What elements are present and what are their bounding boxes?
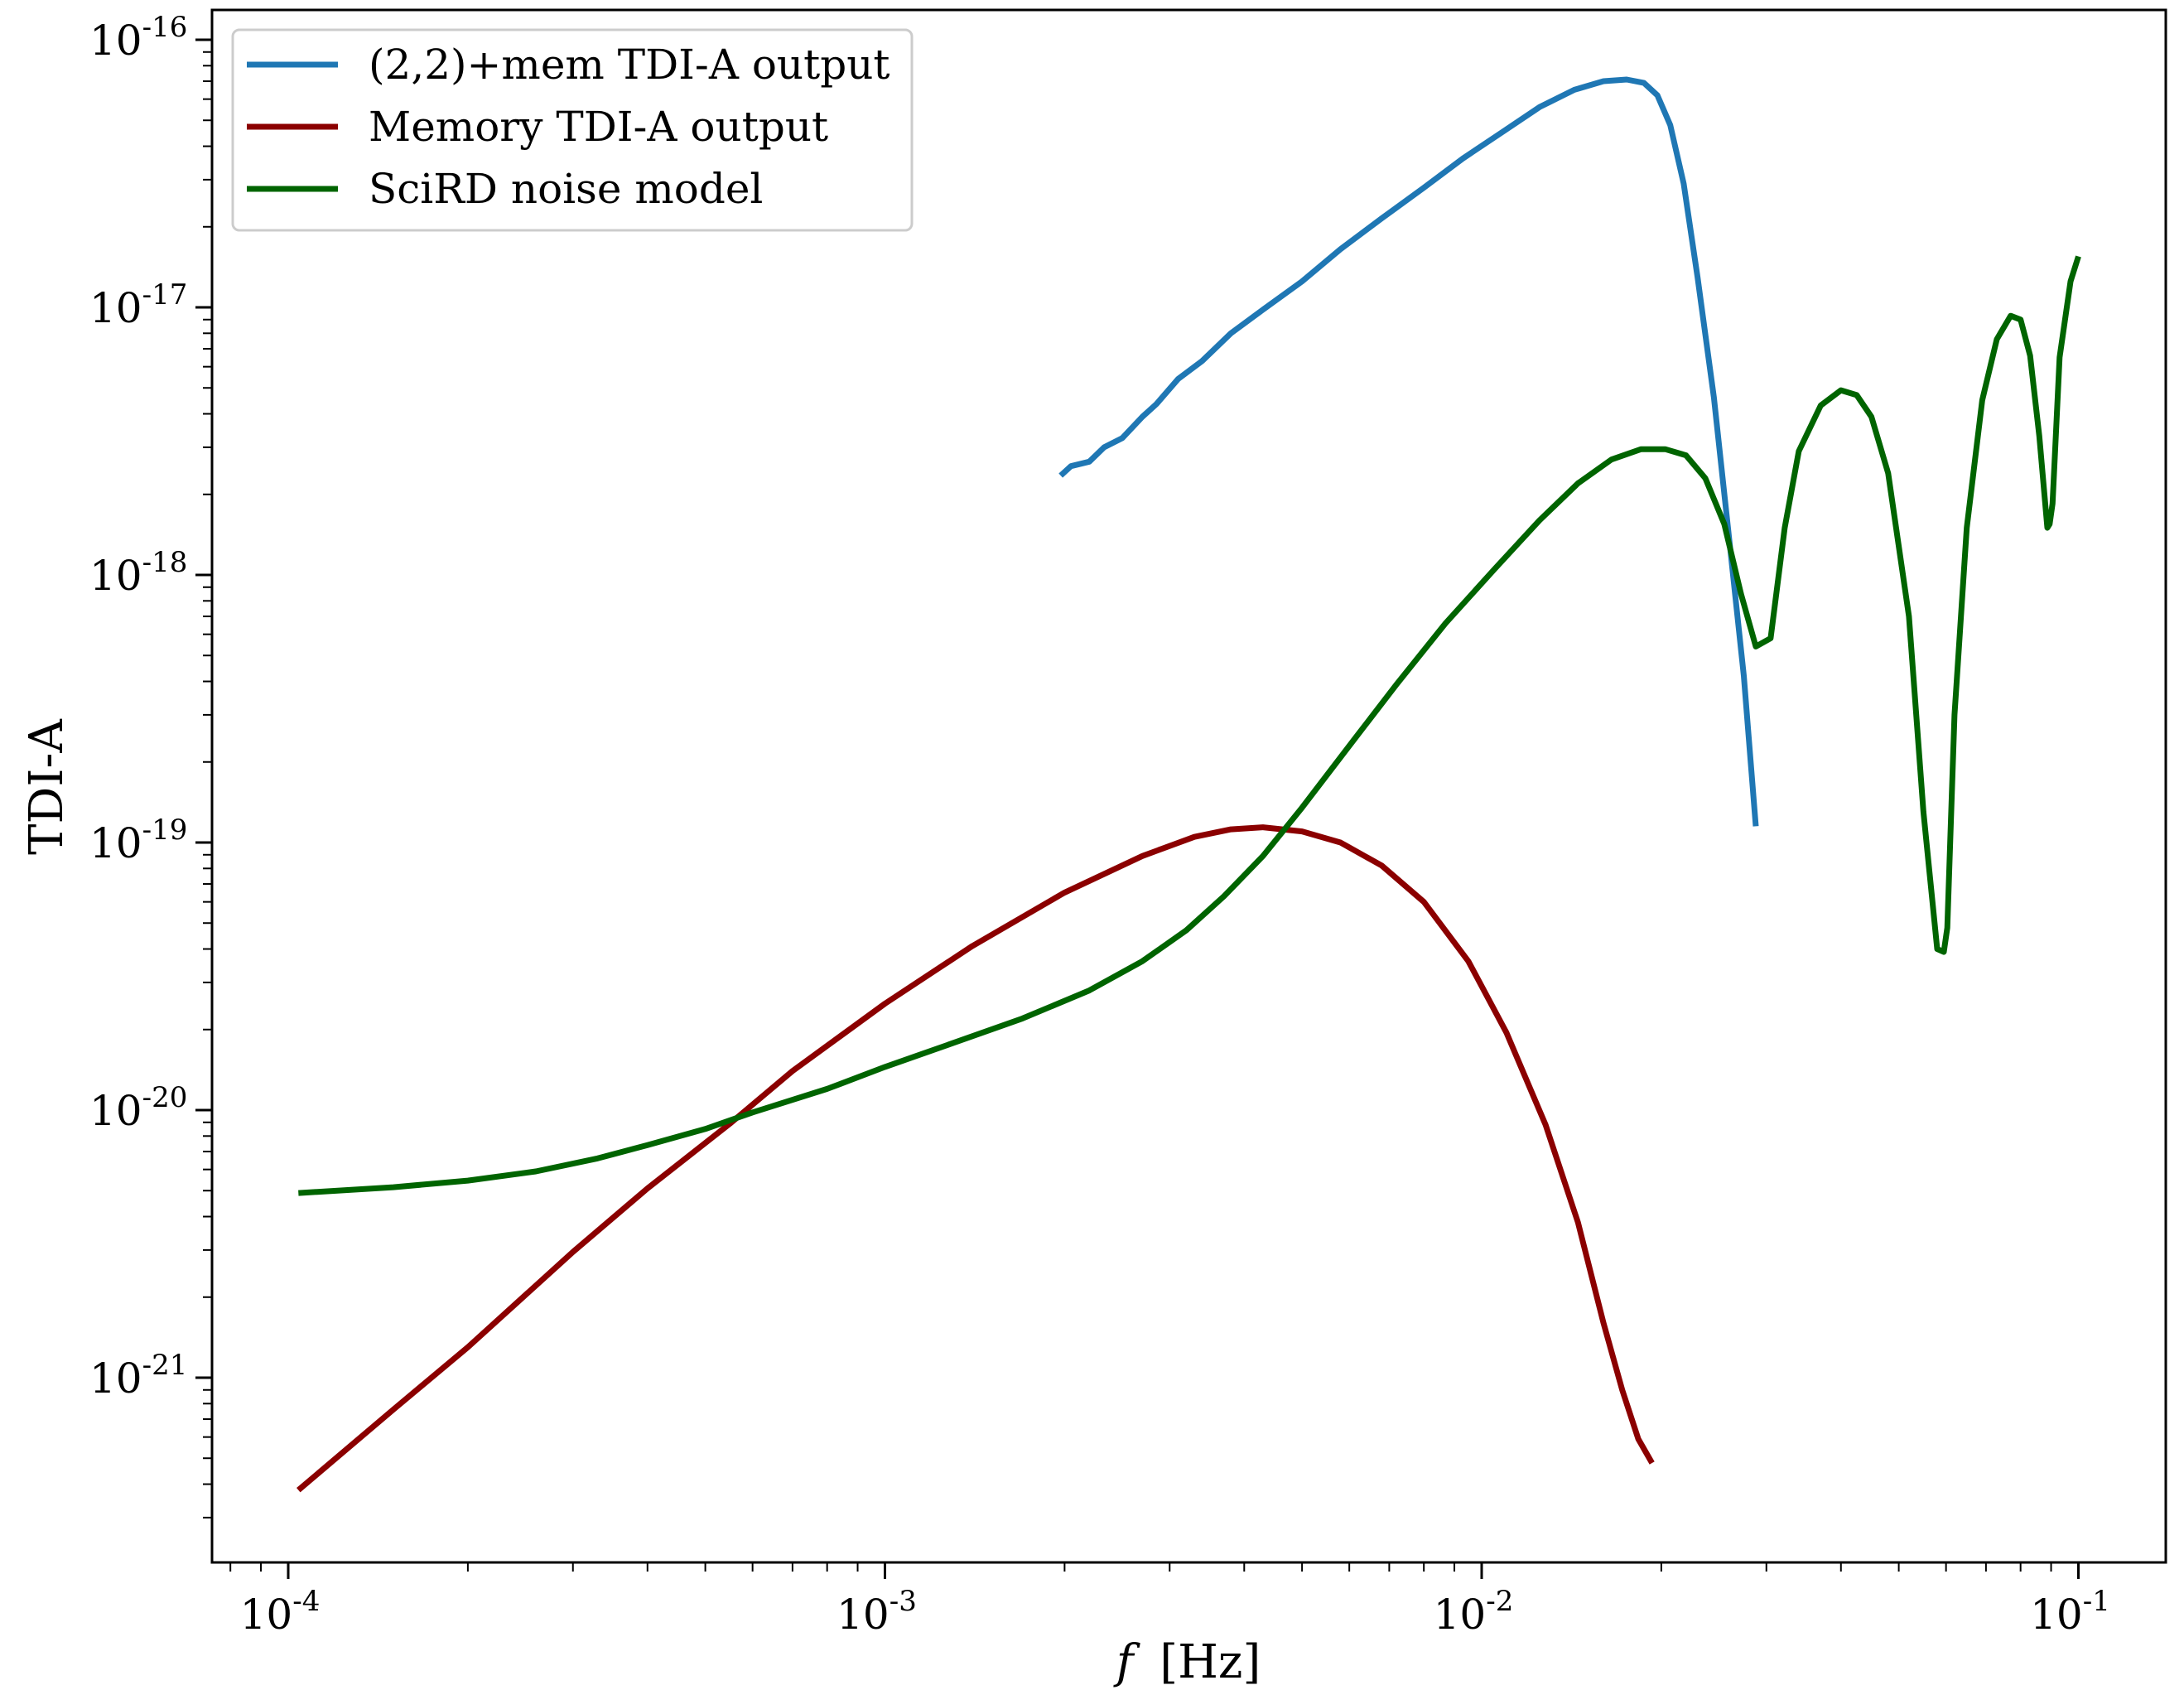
x-axis-label-variable: f: [1113, 1635, 1141, 1689]
y-tick-label: 10-17: [89, 278, 187, 332]
legend-label-memory: Memory TDI-A output: [369, 103, 828, 151]
y-tick-label: 10-18: [89, 546, 187, 600]
y-axis-label: TDI-A: [20, 719, 74, 855]
y-axis-tick-labels: 10-16 10-17 10-18 10-19 10-20 10-21: [89, 11, 187, 1403]
series-line-22-mem: [1058, 76, 1759, 827]
legend-label-scird-noise: SciRD noise model: [369, 165, 763, 213]
x-tick-label: 10-3: [836, 1585, 917, 1639]
x-axis-tick-labels: 10-4 10-3 10-2 10-1: [240, 1585, 2110, 1639]
major-ticks: [195, 38, 2080, 1579]
y-tick-label: 10-20: [89, 1081, 187, 1135]
y-tick-label: 10-19: [89, 814, 187, 867]
legend-label-22-mem: (2,2)+mem TDI-A output: [369, 41, 890, 89]
x-axis-label-unit: [Hz]: [1159, 1635, 1261, 1689]
y-tick-label: 10-21: [89, 1349, 187, 1403]
minor-ticks: [203, 51, 2052, 1572]
x-tick-label: 10-4: [240, 1585, 321, 1639]
series-line-scird-noise: [298, 255, 2081, 1196]
plot-area-frame: [210, 8, 2167, 1564]
series-layer: [297, 76, 2081, 1493]
series-line-memory: [297, 824, 1655, 1493]
y-tick-label: 10-16: [89, 11, 187, 65]
legend: (2,2)+mem TDI-A output Memory TDI-A outp…: [231, 28, 914, 232]
legend-box: [231, 28, 914, 232]
x-tick-label: 10-1: [2030, 1585, 2110, 1639]
x-axis-label: f [Hz]: [1113, 1635, 1261, 1689]
x-tick-label: 10-2: [1434, 1585, 1514, 1639]
